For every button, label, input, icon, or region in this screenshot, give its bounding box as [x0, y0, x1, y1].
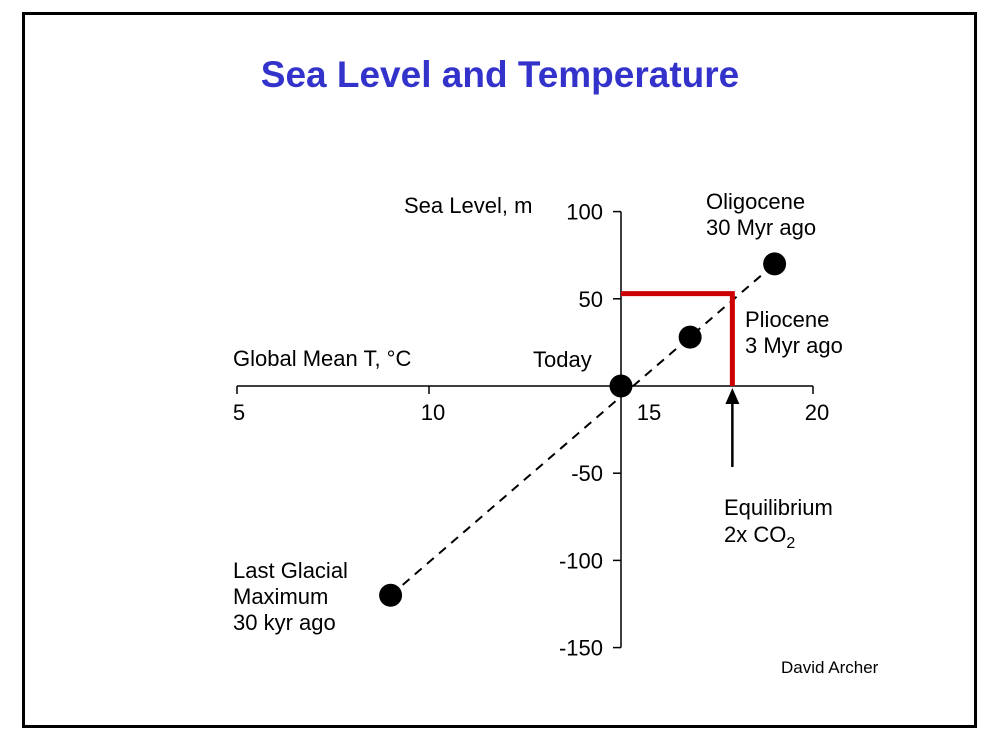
y-tick-label: 100	[566, 200, 603, 225]
slide-frame	[22, 12, 977, 728]
y-tick-label: -100	[559, 548, 603, 573]
x-tick-label: 20	[805, 400, 829, 425]
point-label: 3 Myr ago	[745, 333, 843, 358]
y-tick-label: 50	[579, 287, 603, 312]
trend-line	[389, 263, 776, 597]
point-label: 30 Myr ago	[706, 215, 816, 240]
point-label: Pliocene	[745, 307, 829, 332]
y-tick-label: -50	[571, 461, 603, 486]
point-label: Oligocene	[706, 189, 805, 214]
point-label: Last Glacial	[233, 558, 348, 583]
data-point-last-glacial-maximum	[379, 583, 403, 607]
point-label: Maximum	[233, 584, 328, 609]
co2-subscript: 2	[786, 535, 795, 552]
equilibrium-label: Equilibrium	[724, 495, 833, 520]
x-tick-label: 10	[421, 400, 445, 425]
chart-title: Sea Level and Temperature	[260, 54, 740, 95]
data-point-pliocene	[678, 325, 702, 349]
arrow-head-icon	[725, 388, 740, 404]
y-tick-label: -150	[559, 636, 603, 661]
equilibrium-co2-label: 2x CO2	[724, 522, 795, 552]
x-tick-label: 15	[637, 400, 661, 425]
point-label: Today	[533, 347, 592, 372]
equilibrium-red-lines	[621, 291, 735, 386]
x-tick-label: 5	[233, 400, 245, 425]
data-point-today	[609, 374, 633, 398]
x-axis-label: Global Mean T, °C	[233, 346, 411, 371]
co2-main: 2x CO	[724, 522, 786, 547]
data-point-oligocene	[763, 252, 787, 276]
y-axis-label: Sea Level, m	[404, 193, 532, 218]
point-label: 30 kyr ago	[233, 610, 336, 635]
credit: David Archer	[781, 658, 879, 677]
